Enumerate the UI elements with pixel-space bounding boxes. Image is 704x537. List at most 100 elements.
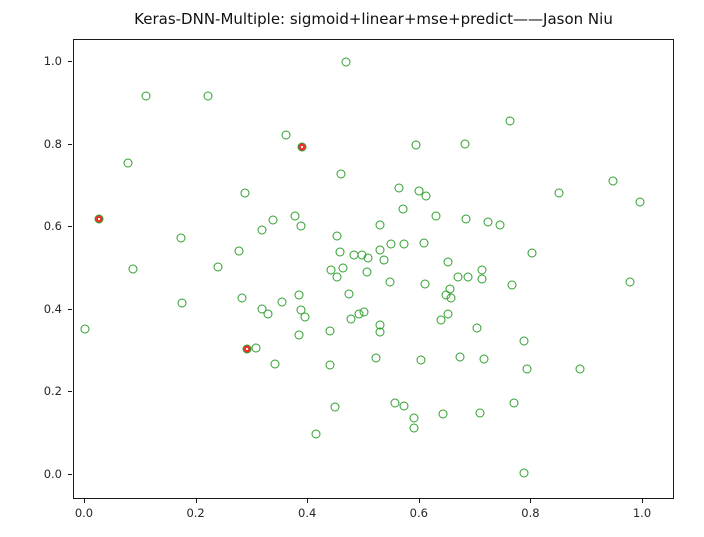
scatter-point-marker xyxy=(177,298,187,308)
x-axis-tick-label: 0.2 xyxy=(186,506,205,520)
x-axis-tick-label: 1.0 xyxy=(632,506,652,520)
scatter-point-marker xyxy=(455,352,465,362)
scatter-point-marker xyxy=(336,169,346,179)
y-axis-tick-label: 0.2 xyxy=(43,384,62,399)
scatter-point-marker xyxy=(375,245,385,255)
scatter-point-marker xyxy=(453,272,463,282)
scatter-point-marker xyxy=(527,248,537,258)
y-axis-tick-label: 1.0 xyxy=(43,53,62,68)
scatter-point-marker xyxy=(460,139,470,149)
scatter-point-marker xyxy=(346,314,356,324)
scatter-point-marker xyxy=(237,293,247,303)
scatter-point-marker xyxy=(421,191,431,201)
scatter-point-marker xyxy=(495,220,505,230)
scatter-point-marker xyxy=(296,221,306,231)
scatter-point-marker xyxy=(349,250,359,260)
y-axis-tick-label: 0.4 xyxy=(43,301,62,316)
scatter-point-marker xyxy=(268,215,278,225)
scatter-point-marker xyxy=(446,293,456,303)
scatter-point-marker xyxy=(554,188,564,198)
scatter-point-marker xyxy=(399,401,409,411)
scatter-point-marker xyxy=(277,297,287,307)
scatter-point-marker xyxy=(477,274,486,284)
x-axis-tick-label: 0.8 xyxy=(521,506,540,520)
scatter-point-marker xyxy=(330,402,340,412)
scatter-point-marker xyxy=(399,239,409,249)
scatter-point-marker xyxy=(176,233,186,243)
scatter-point-marker xyxy=(290,211,300,221)
scatter-point-marker xyxy=(294,290,304,300)
scatter-point-marker xyxy=(475,408,485,418)
scatter-point-marker xyxy=(445,284,455,294)
scatter-point-marker xyxy=(386,239,396,249)
scatter-point-marker xyxy=(431,211,441,221)
scatter-point-marker xyxy=(477,265,486,275)
scatter-point-marker xyxy=(414,186,424,196)
scatter-point-marker xyxy=(375,220,385,230)
scatter-point-marker xyxy=(635,197,645,207)
scatter-point-marker xyxy=(472,323,481,333)
y-axis-tick-label: 0.8 xyxy=(43,136,62,151)
scatter-point-marker xyxy=(416,355,426,365)
scatter-point-marker xyxy=(507,280,517,290)
scatter-point-marker xyxy=(519,468,529,478)
x-axis-tick-label: 0.0 xyxy=(74,506,94,520)
scatter-point-marker xyxy=(257,304,267,314)
scatter-point-marker xyxy=(419,238,429,248)
scatter-point-marker xyxy=(463,272,473,282)
scatter-point-marker xyxy=(505,116,515,126)
scatter-point-marker xyxy=(325,360,335,370)
scatter-point-marker xyxy=(80,324,90,334)
scatter-point-marker xyxy=(479,354,489,364)
x-axis-tick-label: 0.4 xyxy=(298,506,317,520)
scatter-point-marker xyxy=(522,364,532,374)
x-axis-tick xyxy=(195,499,197,503)
scatter-point-marker xyxy=(363,253,373,263)
y-axis-tick xyxy=(68,474,72,476)
y-axis-tick xyxy=(68,226,72,228)
scatter-point-marker xyxy=(251,343,261,353)
scatter-point-marker xyxy=(398,204,408,214)
predicted-point-marker xyxy=(242,344,252,354)
scatter-point-marker xyxy=(359,307,369,317)
scatter-point-marker xyxy=(141,91,151,101)
scatter-point-marker xyxy=(375,327,385,337)
scatter-point-marker xyxy=(362,267,372,277)
y-axis-tick-label: 0.6 xyxy=(43,219,62,234)
x-axis-tick-label: 0.6 xyxy=(409,506,428,520)
x-axis-tick xyxy=(83,499,85,503)
scatter-point-marker xyxy=(338,263,348,273)
scatter-point-marker xyxy=(213,262,223,272)
scatter-point-marker xyxy=(371,353,381,363)
scatter-point-marker xyxy=(483,217,493,227)
y-axis-tick xyxy=(68,391,72,393)
scatter-point-marker xyxy=(240,188,250,198)
y-axis-tick xyxy=(68,308,72,310)
scatter-point-marker xyxy=(234,246,244,256)
scatter-point-marker xyxy=(332,231,342,241)
scatter-point-marker xyxy=(270,359,280,369)
scatter-point-marker xyxy=(509,398,519,408)
scatter-point-marker xyxy=(335,247,345,257)
scatter-point-marker xyxy=(326,265,336,275)
scatter-point-marker xyxy=(325,326,335,336)
scatter-point-marker xyxy=(394,183,404,193)
y-axis-tick-label: 0.0 xyxy=(43,467,62,482)
y-axis-tick xyxy=(68,60,72,62)
scatter-point-marker xyxy=(436,315,446,325)
scatter-point-marker xyxy=(420,279,430,289)
scatter-point-marker xyxy=(203,91,213,101)
scatter-point-marker xyxy=(379,255,389,265)
x-axis-tick xyxy=(307,499,309,503)
scatter-point-marker xyxy=(411,140,421,150)
scatter-point-marker xyxy=(575,364,585,374)
scatter-point-marker xyxy=(443,257,453,267)
scatter-point-marker xyxy=(443,309,453,319)
predicted-point-marker xyxy=(94,214,104,224)
scatter-point-marker xyxy=(300,312,310,322)
scatter-point-marker xyxy=(257,225,267,235)
scatter-point-marker xyxy=(263,309,273,319)
scatter-point-marker xyxy=(385,277,395,287)
scatter-point-marker xyxy=(625,277,635,287)
